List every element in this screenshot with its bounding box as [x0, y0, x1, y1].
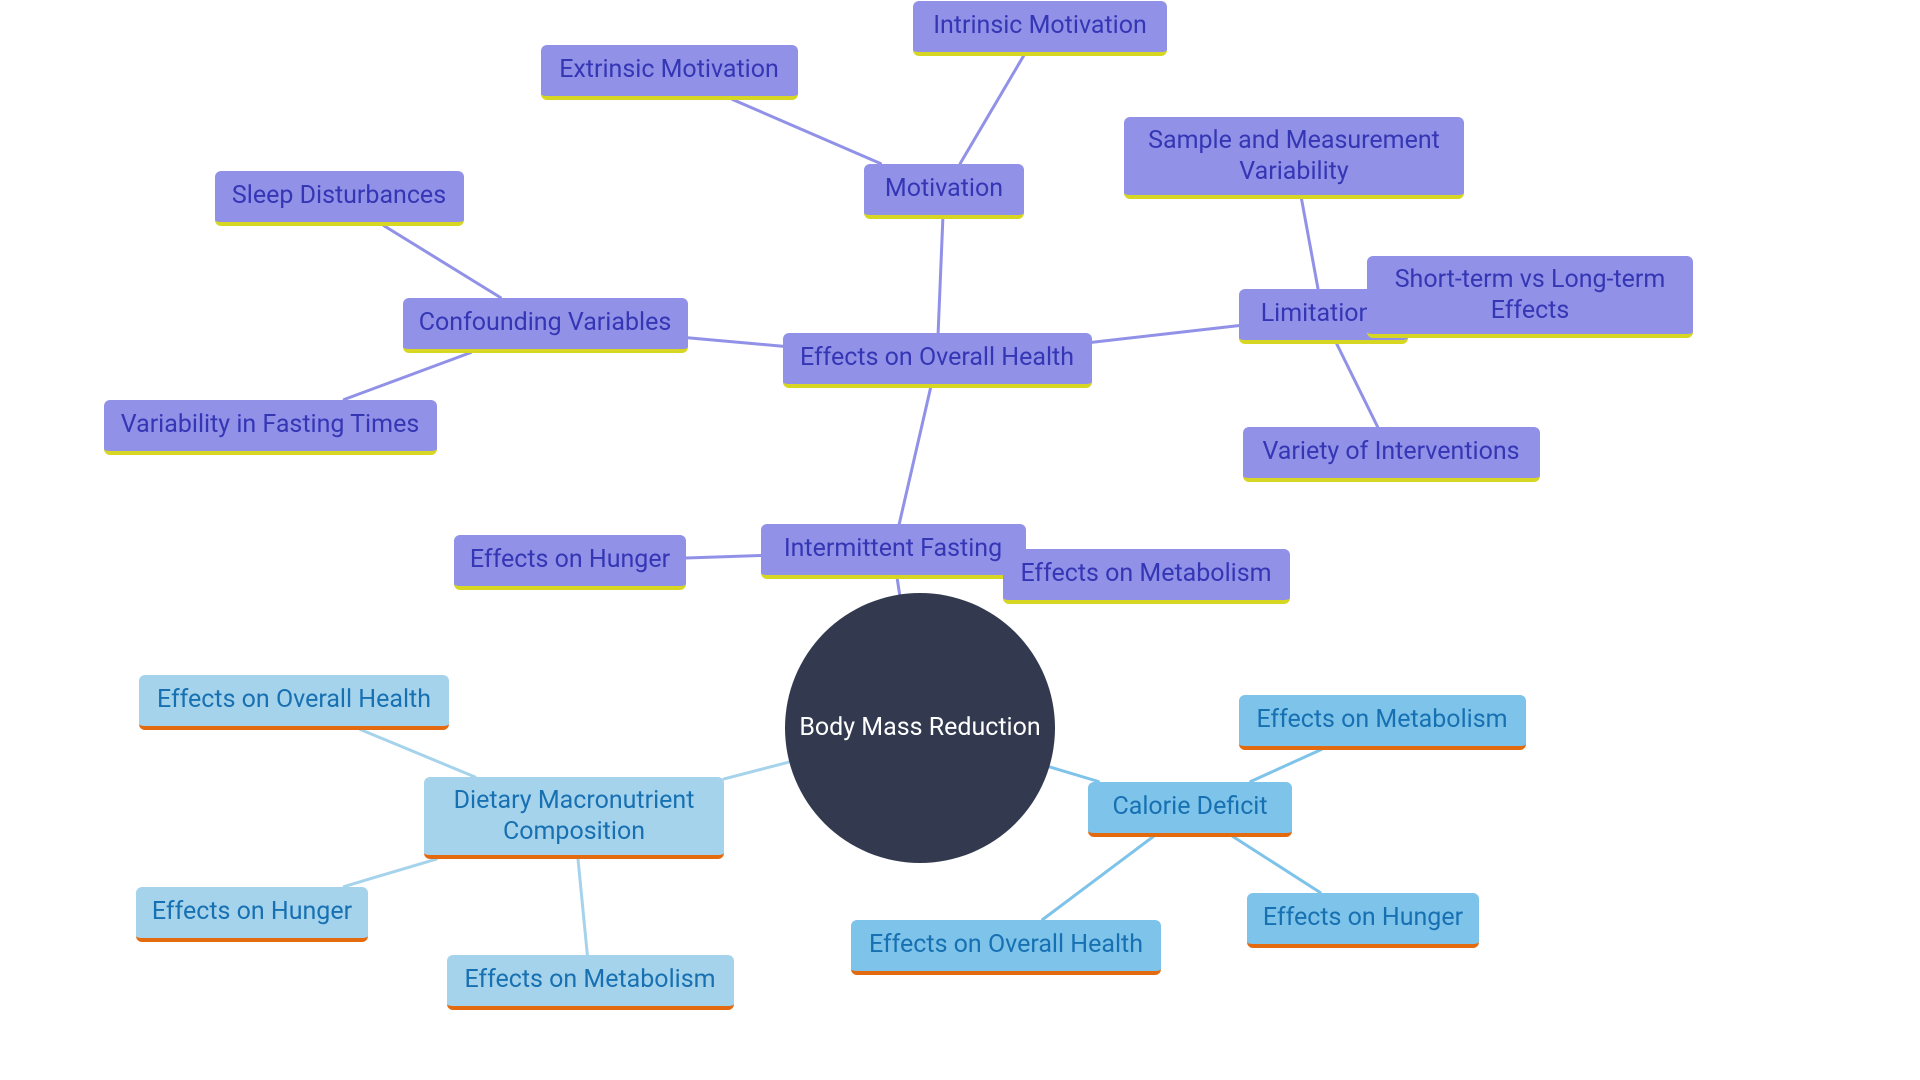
node-sleep[interactable]: Sleep Disturbances: [215, 171, 464, 226]
edge-dmc-dmc_hunger: [344, 859, 436, 887]
node-label: Dietary Macronutrient Composition: [454, 785, 695, 848]
node-variety[interactable]: Variety of Interventions: [1243, 427, 1540, 482]
node-fast_times[interactable]: Variability in Fasting Times: [104, 400, 437, 455]
edge-motivation-intrinsic: [960, 56, 1024, 164]
node-label: Effects on Metabolism: [1020, 558, 1271, 589]
node-if[interactable]: Intermittent Fasting: [761, 524, 1026, 579]
node-cal_overall[interactable]: Effects on Overall Health: [851, 920, 1161, 975]
edge-cal-cal_metabolism: [1251, 750, 1322, 782]
node-short_long[interactable]: Short-term vs Long-term Effects: [1367, 256, 1693, 338]
node-label: Intrinsic Motivation: [933, 10, 1147, 41]
edge-center-cal: [1049, 767, 1098, 782]
node-label: Effects on Metabolism: [464, 964, 715, 995]
node-label: Sleep Disturbances: [232, 180, 446, 211]
edge-limitations-sample_var: [1302, 199, 1318, 289]
node-extrinsic[interactable]: Extrinsic Motivation: [541, 45, 798, 100]
node-if_metabolism[interactable]: Effects on Metabolism: [1003, 549, 1290, 604]
edge-if-eoh: [899, 388, 930, 524]
node-cal[interactable]: Calorie Deficit: [1088, 782, 1292, 837]
node-sample_var[interactable]: Sample and Measurement Variability: [1124, 117, 1464, 199]
node-label: Effects on Overall Health: [157, 684, 431, 715]
node-cal_hunger[interactable]: Effects on Hunger: [1247, 893, 1479, 948]
node-if_hunger[interactable]: Effects on Hunger: [454, 535, 686, 590]
edge-eoh-limitations: [1092, 326, 1239, 343]
edge-eoh-confounding: [688, 338, 783, 346]
node-label: Effects on Overall Health: [800, 342, 1074, 373]
node-label: Sample and Measurement Variability: [1148, 125, 1440, 188]
node-label: Intermittent Fasting: [784, 533, 1002, 564]
node-label: Short-term vs Long-term Effects: [1395, 264, 1666, 327]
edge-cal-cal_overall: [1043, 837, 1154, 920]
node-dmc_hunger[interactable]: Effects on Hunger: [136, 887, 368, 942]
edge-center-if: [897, 579, 899, 595]
node-label: Body Mass Reduction: [799, 712, 1040, 743]
node-label: Effects on Hunger: [1263, 902, 1463, 933]
node-dmc_metabolism[interactable]: Effects on Metabolism: [447, 955, 734, 1010]
node-label: Effects on Hunger: [152, 896, 352, 927]
node-label: Calorie Deficit: [1112, 791, 1267, 822]
edge-cal-cal_hunger: [1233, 837, 1320, 893]
node-motivation[interactable]: Motivation: [864, 164, 1024, 219]
edge-dmc-dmc_metabolism: [578, 859, 587, 955]
node-label: Variability in Fasting Times: [121, 409, 419, 440]
edge-motivation-extrinsic: [733, 100, 881, 164]
edge-center-dmc: [724, 762, 789, 779]
node-dmc[interactable]: Dietary Macronutrient Composition: [424, 777, 724, 859]
node-label: Effects on Overall Health: [869, 929, 1143, 960]
edge-confounding-fast_times: [344, 353, 471, 400]
edge-limitations-variety: [1337, 344, 1378, 427]
node-intrinsic[interactable]: Intrinsic Motivation: [913, 1, 1167, 56]
node-label: Extrinsic Motivation: [559, 54, 779, 85]
node-label: Variety of Interventions: [1262, 436, 1519, 467]
node-center[interactable]: Body Mass Reduction: [785, 593, 1055, 863]
node-eoh[interactable]: Effects on Overall Health: [783, 333, 1092, 388]
mindmap-stage: Body Mass Reduction Intermittent Fasting E…: [0, 0, 1920, 1080]
edge-confounding-sleep: [384, 226, 501, 298]
node-label: Effects on Hunger: [470, 544, 670, 575]
node-label: Confounding Variables: [419, 307, 671, 338]
edge-eoh-motivation: [938, 219, 943, 333]
node-label: Motivation: [885, 173, 1003, 204]
node-dmc_overall[interactable]: Effects on Overall Health: [139, 675, 449, 730]
node-label: Effects on Metabolism: [1256, 704, 1507, 735]
edge-if-if_hunger: [686, 556, 761, 559]
node-cal_metabolism[interactable]: Effects on Metabolism: [1239, 695, 1526, 750]
edge-dmc-dmc_overall: [360, 730, 475, 778]
node-confounding[interactable]: Confounding Variables: [403, 298, 688, 353]
